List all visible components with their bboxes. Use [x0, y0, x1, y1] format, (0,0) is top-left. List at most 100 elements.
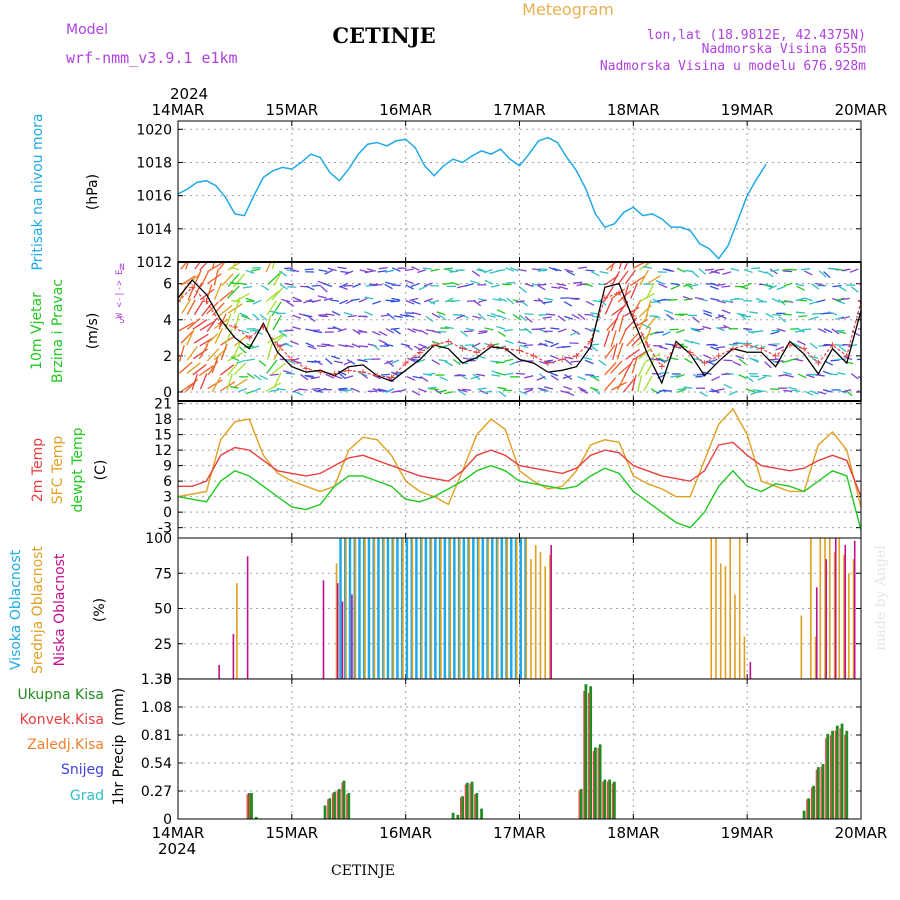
wind-arrow — [358, 345, 369, 348]
temperature-tick-label: 6 — [163, 474, 172, 490]
precip-ylabel: 1hr Precip — [111, 735, 127, 806]
wind-arrow — [206, 348, 220, 362]
wind-arrow — [676, 267, 686, 273]
wind-arrow — [486, 314, 496, 318]
precip-bar-total — [598, 744, 602, 819]
wind-gust-marker: + — [345, 365, 353, 376]
wind-arrow — [604, 344, 616, 360]
wind-arrow — [757, 376, 767, 381]
wind-tick-label: 2 — [163, 349, 172, 365]
wind-arrow — [591, 271, 600, 277]
cloud-bar-mid — [715, 538, 717, 679]
precip-bar-convective — [578, 790, 580, 819]
wind-arrow — [626, 333, 639, 347]
wind-arrow — [599, 270, 609, 274]
cloud-bar-high — [519, 538, 522, 679]
wind-arrow — [484, 279, 494, 285]
wind-arrow — [199, 320, 215, 331]
precip-bar-total — [461, 796, 464, 819]
precip-bar-convective — [474, 794, 476, 819]
wind-arrow — [431, 359, 440, 365]
wind-arrow — [612, 343, 618, 360]
wind-arrow — [537, 387, 547, 391]
location-model-height: Nadmorska Visina u modelu 676.928m — [600, 59, 866, 74]
wind-arrow — [412, 328, 422, 332]
precip-bar-convective — [346, 794, 348, 819]
wind-gust-marker: + — [814, 358, 822, 369]
wind-arrow — [347, 314, 357, 318]
wind-arrow — [550, 327, 560, 330]
wind-arrow — [462, 357, 472, 361]
wind-arrow — [569, 297, 579, 301]
wind-arrow — [307, 315, 316, 322]
wind-arrow — [385, 281, 395, 286]
wind-arrow — [732, 361, 742, 367]
wind-arrow — [476, 269, 486, 273]
wind-arrow — [544, 340, 554, 344]
wind-arrow — [192, 319, 208, 330]
wind-arrow — [551, 286, 561, 289]
wind-arrow — [456, 314, 465, 320]
wind-arrow — [537, 269, 547, 272]
cloud-bar-mid — [421, 538, 423, 679]
precip-bar-total — [802, 810, 806, 819]
wind-arrow — [470, 280, 480, 284]
wind-arrow — [638, 347, 652, 360]
cloud-bar-low — [825, 559, 828, 679]
wind-arrow — [715, 388, 725, 392]
wind-arrow — [186, 362, 201, 374]
wind-arrow — [699, 391, 708, 397]
wind-arrow — [339, 282, 348, 288]
wind-arrow — [639, 269, 649, 286]
location-height: Nadmorska Visina 655m — [702, 42, 867, 57]
precip-bar-convective — [829, 735, 832, 819]
wind-arrow — [509, 266, 519, 272]
wind-arrow — [243, 345, 254, 348]
wind-arrow — [585, 300, 595, 306]
wind-arrow — [858, 328, 861, 330]
wind-arrow — [234, 292, 250, 303]
wind-arrow — [662, 331, 671, 337]
pressure-panel: 1012 1014 1016 1018 1020 — [136, 120, 862, 271]
wind-arrow — [756, 345, 766, 350]
wind-arrow — [544, 386, 554, 390]
wind-arrow — [407, 328, 416, 334]
cloud-bar-mid — [729, 538, 731, 679]
cloud-tick-label: 0 — [163, 672, 172, 688]
wind-arrow — [689, 283, 699, 288]
wind-arrow — [728, 343, 738, 346]
wind-arrow — [365, 284, 375, 287]
wind-arrow — [292, 314, 302, 319]
wind-arrow — [524, 327, 533, 335]
wind-arrow — [321, 343, 331, 346]
precip-content — [246, 684, 849, 819]
wind-arrow — [730, 267, 740, 272]
cloud-bar-mid — [843, 554, 845, 679]
wind-compass-west-east: W <-|-> E — [115, 270, 125, 319]
wind-arrow — [180, 275, 196, 286]
cloud-bar-high — [415, 538, 418, 679]
top-x-tick-label: 20MAR — [835, 101, 888, 119]
wind-arrow — [310, 376, 320, 380]
wind-arrow — [498, 390, 507, 398]
wind-arrow — [476, 354, 486, 359]
wind-arrow — [464, 283, 474, 287]
wind-arrow — [496, 372, 506, 376]
wind-arrow — [783, 389, 793, 393]
wind-arrow — [200, 271, 209, 288]
wind-arrow — [702, 309, 712, 314]
wind-arrow — [517, 268, 527, 272]
cloud-bar-mid — [468, 538, 471, 679]
wind-arrow — [452, 358, 461, 366]
wind-gust-marker: + — [245, 333, 253, 344]
wind-arrow — [186, 345, 198, 361]
wind-arrow — [294, 391, 304, 396]
wind-arrow — [754, 330, 764, 333]
wind-arrow — [385, 299, 395, 302]
wind-arrow — [695, 328, 705, 332]
wind-arrow — [246, 328, 256, 330]
wind-arrow — [411, 390, 421, 396]
wind-gust-marker: + — [430, 340, 438, 351]
temperature-tick-label: 12 — [154, 443, 172, 459]
